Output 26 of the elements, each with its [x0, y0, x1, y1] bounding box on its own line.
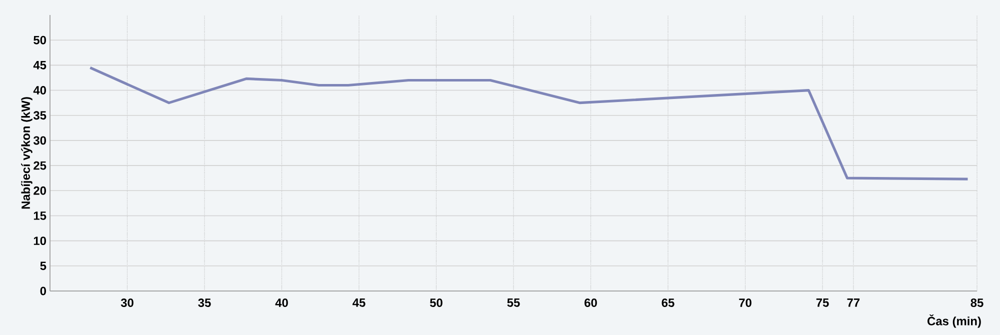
- x-tick-label: 55: [507, 298, 520, 307]
- x-tick-label: 40: [275, 298, 288, 307]
- y-tick-label: 45: [33, 61, 46, 70]
- y-tick-label: 40: [33, 86, 46, 94]
- y-tick-label: 15: [34, 212, 46, 220]
- x-tick-label: 35: [198, 298, 211, 308]
- y-tick-label: 35: [33, 111, 46, 120]
- y-tick-label: 20: [34, 186, 46, 195]
- x-tick-label: 50: [430, 298, 442, 307]
- y-tick-label: 50: [34, 36, 46, 44]
- x-tick-label: 45: [352, 298, 366, 307]
- y-axis-title: Nabíjecí výkon (kW): [21, 97, 32, 209]
- y-tick-label: 25: [34, 161, 46, 170]
- y-tick-label: 5: [40, 262, 46, 270]
- x-tick-label: 65: [662, 298, 674, 307]
- x-tick-label: 77: [847, 298, 860, 307]
- line-series: [88, 66, 970, 180]
- y-tick-label: 30: [33, 136, 46, 145]
- x-tick-label: 60: [584, 298, 597, 307]
- y-tick-label: 0: [40, 286, 46, 296]
- x-tick-label: 70: [739, 298, 752, 307]
- x-axis-title: Čas (min): [928, 314, 981, 328]
- x-tick-label: 75: [816, 298, 829, 307]
- x-tick-label: 85: [970, 298, 984, 307]
- x-tick-label: 30: [120, 298, 134, 308]
- y-tick-label: 10: [34, 236, 46, 246]
